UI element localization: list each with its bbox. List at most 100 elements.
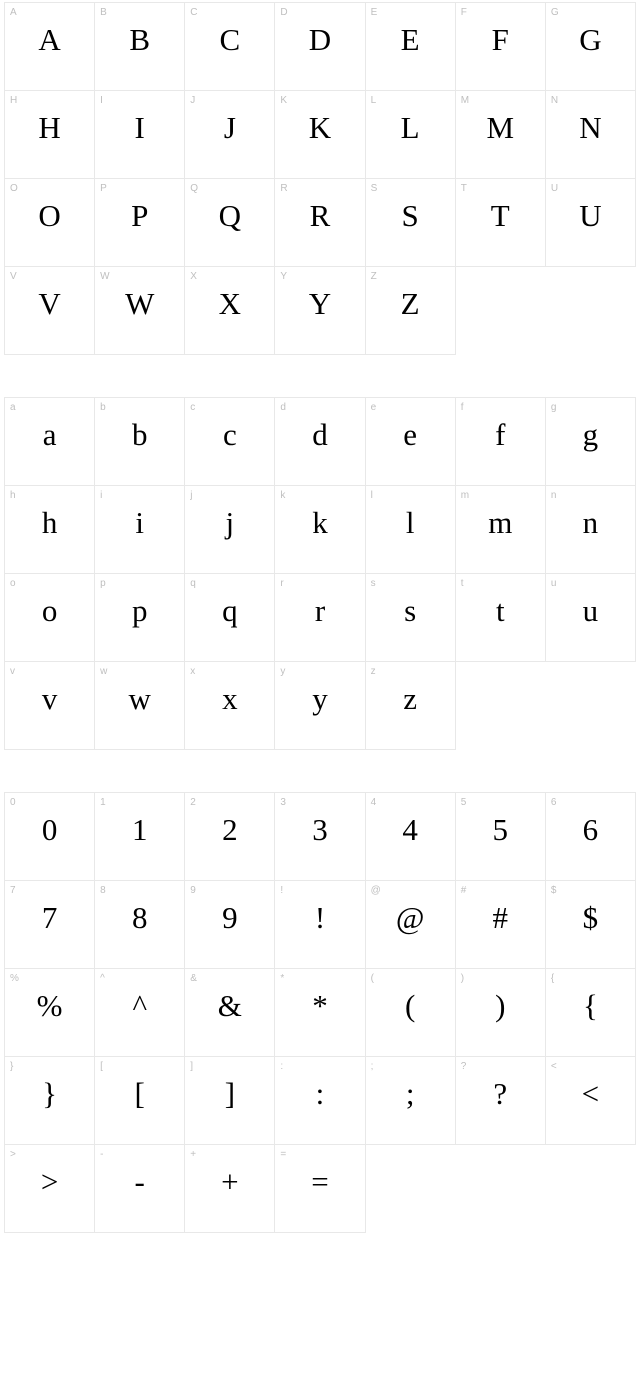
glyph-label: d	[280, 402, 286, 413]
glyph-label: J	[190, 95, 195, 106]
glyph-character: ;	[406, 1078, 415, 1109]
glyph-cell: ::	[275, 1057, 365, 1145]
glyph-character: 9	[222, 902, 238, 933]
glyph-cell: }}	[5, 1057, 95, 1145]
glyph-label: 4	[371, 797, 377, 808]
glyph-cell: 88	[95, 881, 185, 969]
glyph-label: E	[371, 7, 378, 18]
glyph-character: B	[129, 24, 150, 55]
glyph-character: d	[312, 419, 328, 450]
glyph-cell: >>	[5, 1145, 95, 1233]
empty-cell	[456, 267, 546, 355]
glyph-cell: ll	[366, 486, 456, 574]
glyph-cell: OO	[5, 179, 95, 267]
glyph-cell: GG	[546, 3, 636, 91]
glyph-character: M	[486, 112, 514, 143]
glyph-cell: $$	[546, 881, 636, 969]
glyph-character: V	[38, 288, 60, 319]
glyph-label: S	[371, 183, 378, 194]
glyph-label: ?	[461, 1061, 467, 1072]
glyph-character: v	[42, 683, 58, 714]
glyph-cell: 00	[5, 793, 95, 881]
glyph-character: 8	[132, 902, 148, 933]
glyph-cell: rr	[275, 574, 365, 662]
glyph-label: ]	[190, 1061, 193, 1072]
glyph-character: I	[135, 112, 145, 143]
glyph-label: 7	[10, 885, 16, 896]
glyph-cell: jj	[185, 486, 275, 574]
glyph-cell: ZZ	[366, 267, 456, 355]
glyph-character: s	[404, 595, 416, 626]
glyph-label: -	[100, 1149, 103, 1160]
glyph-label: k	[280, 490, 285, 501]
glyph-label: 9	[190, 885, 196, 896]
glyph-cell: aa	[5, 398, 95, 486]
glyph-character: l	[406, 507, 415, 538]
glyph-cell: ee	[366, 398, 456, 486]
glyph-character: e	[403, 419, 417, 450]
glyph-character: a	[43, 419, 57, 450]
glyph-label: 6	[551, 797, 557, 808]
glyph-label: =	[280, 1149, 286, 1160]
glyph-cell: ;;	[366, 1057, 456, 1145]
glyph-character: #	[493, 902, 509, 933]
glyph-cell: ss	[366, 574, 456, 662]
glyph-label: j	[190, 490, 192, 501]
glyph-cell: mm	[456, 486, 546, 574]
glyph-character: J	[224, 112, 236, 143]
glyph-character: {	[583, 990, 598, 1021]
glyph-cell: bb	[95, 398, 185, 486]
glyph-label: B	[100, 7, 107, 18]
glyph-character: N	[579, 112, 601, 143]
glyph-character: n	[583, 507, 599, 538]
glyph-chart-container: AABBCCDDEEFFGGHHIIJJKKLLMMNNOOPPQQRRSSTT…	[0, 0, 640, 1235]
glyph-character: +	[221, 1166, 238, 1197]
glyph-cell: xx	[185, 662, 275, 750]
glyph-label: 5	[461, 797, 467, 808]
glyph-character: r	[315, 595, 325, 626]
glyph-cell: {{	[546, 969, 636, 1057]
glyph-label: z	[371, 666, 376, 677]
glyph-cell: 33	[275, 793, 365, 881]
glyph-label: &	[190, 973, 197, 984]
glyph-cell: ff	[456, 398, 546, 486]
glyph-cell: WW	[95, 267, 185, 355]
glyph-character: H	[38, 112, 60, 143]
glyph-label: x	[190, 666, 195, 677]
glyph-character: (	[405, 990, 415, 1021]
glyph-label: Q	[190, 183, 198, 194]
glyph-cell: NN	[546, 91, 636, 179]
glyph-label: b	[100, 402, 106, 413]
glyph-label: }	[10, 1061, 13, 1072]
glyph-cell: QQ	[185, 179, 275, 267]
glyph-character: 5	[493, 814, 509, 845]
glyph-cell: 44	[366, 793, 456, 881]
glyph-label: <	[551, 1061, 557, 1072]
glyph-character: Q	[219, 200, 241, 231]
section-numbers-symbols: 00112233445566778899!!@@##$$%%^^&&**(())…	[4, 792, 636, 1233]
glyph-cell: 66	[546, 793, 636, 881]
glyph-cell: dd	[275, 398, 365, 486]
glyph-cell: nn	[546, 486, 636, 574]
section-lowercase: aabbccddeeffgghhiijjkkllmmnnooppqqrrsstt…	[4, 397, 636, 750]
glyph-character: K	[309, 112, 331, 143]
glyph-label: M	[461, 95, 469, 106]
glyph-character: D	[309, 24, 331, 55]
glyph-cell: --	[95, 1145, 185, 1233]
glyph-character: G	[579, 24, 601, 55]
glyph-character: A	[38, 24, 60, 55]
glyph-label: i	[100, 490, 102, 501]
glyph-label: #	[461, 885, 467, 896]
glyph-label: Z	[371, 271, 377, 282]
glyph-cell: CC	[185, 3, 275, 91]
glyph-cell: %%	[5, 969, 95, 1057]
glyph-label: l	[371, 490, 373, 501]
glyph-cell: ##	[456, 881, 546, 969]
glyph-label: p	[100, 578, 106, 589]
glyph-cell: DD	[275, 3, 365, 91]
glyph-character: Z	[401, 288, 420, 319]
glyph-cell: qq	[185, 574, 275, 662]
glyph-label: G	[551, 7, 559, 18]
glyph-cell: EE	[366, 3, 456, 91]
glyph-label: o	[10, 578, 16, 589]
